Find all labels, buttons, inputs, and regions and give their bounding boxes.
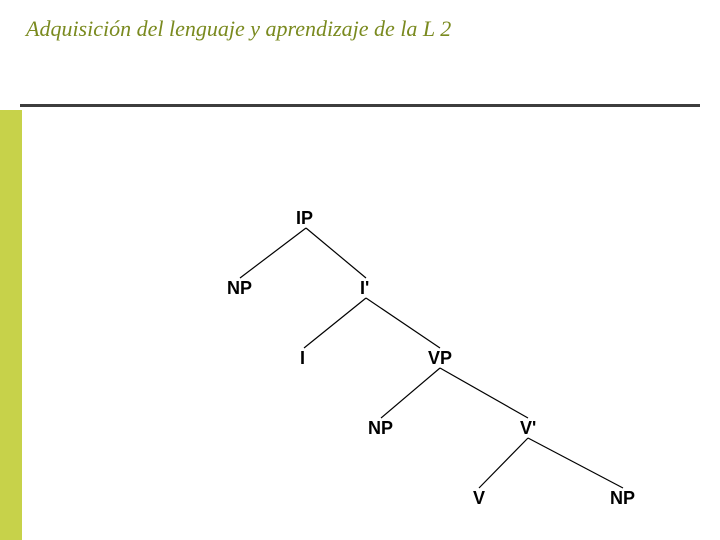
tree-node-vp: VP: [428, 348, 452, 369]
tree-node-vbar: V': [520, 418, 536, 439]
tree-node-ip: IP: [296, 208, 313, 229]
tree-node-i: I: [300, 348, 305, 369]
tree-node-np1: NP: [227, 278, 252, 299]
tree-node-np3: NP: [610, 488, 635, 509]
tree-node-ibar: I': [360, 278, 369, 299]
page-title: Adquisición del lenguaje y aprendizaje d…: [26, 16, 451, 42]
left-accent-bar: [0, 110, 22, 540]
title-divider: [20, 104, 700, 107]
tree-node-v: V: [473, 488, 485, 509]
syntax-tree-lines: [0, 0, 720, 540]
tree-node-np2: NP: [368, 418, 393, 439]
